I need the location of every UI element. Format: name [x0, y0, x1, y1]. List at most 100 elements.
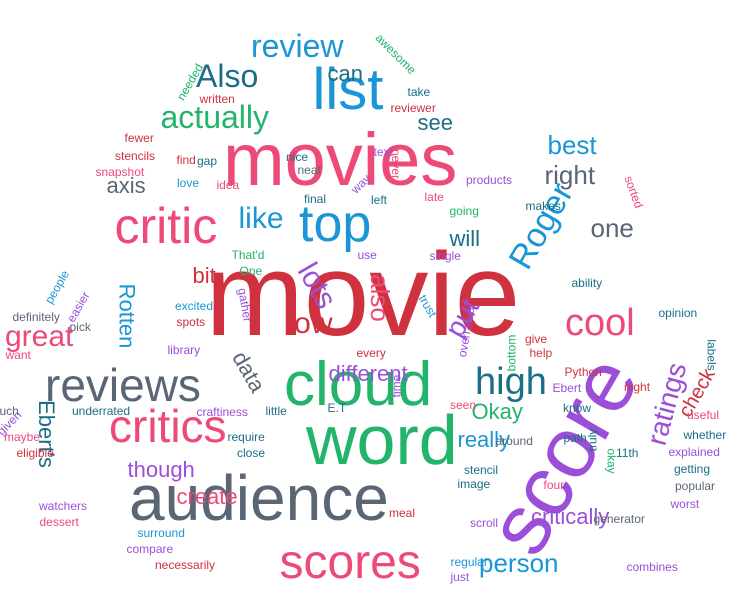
- word-whether: whether: [683, 428, 727, 442]
- word-path: path: [563, 431, 587, 445]
- word-compare: compare: [126, 542, 174, 556]
- word-take: take: [407, 85, 431, 99]
- word-combines: combines: [626, 560, 678, 574]
- word-night: night: [624, 380, 651, 394]
- word-little: little: [265, 404, 287, 418]
- word-high: high: [475, 361, 547, 403]
- word-getting: getting: [674, 462, 711, 476]
- word-maybe: maybe: [4, 430, 41, 444]
- word-e-t: E.T: [327, 401, 347, 415]
- word-know: know: [563, 401, 592, 415]
- word-never: never: [389, 148, 404, 180]
- word-great: great: [5, 320, 74, 353]
- word-review: review: [251, 28, 344, 64]
- word-nice: nice: [286, 150, 309, 164]
- word-definitely: definitely: [12, 310, 60, 324]
- word-right: right: [544, 160, 596, 190]
- word-stencil: stencil: [464, 463, 499, 477]
- word-find: find: [176, 153, 196, 167]
- word-left: left: [371, 193, 388, 207]
- word-person: person: [479, 548, 559, 578]
- word-idea: idea: [216, 178, 240, 192]
- word-list: list: [312, 57, 384, 122]
- word-python: Python: [564, 365, 602, 379]
- word-four: four: [543, 478, 565, 492]
- word-cool: cool: [565, 302, 635, 344]
- word-text: text: [373, 145, 393, 159]
- word-watchers: watchers: [39, 499, 88, 513]
- word-every: every: [356, 346, 386, 360]
- word-eligible: eligible: [16, 446, 54, 460]
- word-help: help: [529, 346, 553, 360]
- word-makes: makes: [525, 199, 561, 213]
- word-around: around: [495, 434, 533, 448]
- word-really: really: [457, 427, 511, 452]
- word-products: products: [466, 173, 513, 187]
- word-explained: explained: [668, 445, 720, 459]
- word-reviewer: reviewer: [390, 101, 436, 115]
- word-time: time: [388, 374, 403, 398]
- word-regular: regular: [450, 555, 488, 569]
- word-people: people: [41, 267, 73, 307]
- word-uch: uch: [0, 404, 19, 418]
- word-11th: 11th: [616, 446, 639, 460]
- word-sorted: sorted: [620, 173, 646, 211]
- word-underrated: underrated: [72, 404, 131, 418]
- word-ability: ability: [571, 276, 603, 290]
- word-final: final: [304, 192, 327, 206]
- word-seen: seen: [450, 398, 477, 412]
- word-worst: worst: [670, 497, 700, 511]
- word-truly: truly: [584, 428, 599, 452]
- word-meal: meal: [389, 506, 416, 520]
- word-useful: useful: [687, 408, 720, 422]
- word-necessarily: necessarily: [155, 558, 216, 572]
- word-opinion: opinion: [658, 306, 698, 320]
- word-different: different: [328, 361, 408, 386]
- word-neat: neat: [297, 163, 321, 177]
- word-excited: excited: [175, 299, 214, 313]
- word-okay: Okay: [471, 399, 523, 424]
- word-want: want: [5, 348, 31, 362]
- word-going: going: [449, 204, 479, 218]
- word-like: like: [238, 202, 284, 235]
- word-scores: scores: [279, 536, 421, 589]
- word-okay: okay: [604, 448, 619, 474]
- word-close: close: [237, 446, 266, 460]
- word-written: written: [199, 92, 235, 106]
- word-rotten: Rotten: [113, 283, 139, 349]
- word-bit: bit: [192, 263, 216, 288]
- word-image: image: [457, 477, 491, 491]
- word-generator: generator: [593, 512, 645, 526]
- word-critics: critics: [109, 400, 227, 452]
- word-word: word: [306, 401, 458, 479]
- word-late: late: [424, 190, 444, 204]
- word-critically: critically: [531, 504, 610, 529]
- word-best: best: [547, 130, 597, 160]
- word-craftiness: craftiness: [196, 405, 248, 419]
- word-top: top: [299, 195, 372, 253]
- word-also: also: [364, 274, 395, 322]
- word-roger: Roger: [501, 176, 581, 276]
- word-snapshot: snapshot: [95, 165, 145, 179]
- word-create: create: [176, 484, 238, 509]
- word-spots: spots: [176, 315, 206, 329]
- word-single: single: [429, 249, 461, 263]
- word-gap: gap: [197, 154, 218, 168]
- word-love: love: [177, 176, 200, 190]
- word-one: One: [239, 264, 263, 278]
- word-audience: audience: [129, 462, 389, 534]
- word-low: low: [287, 307, 333, 340]
- word-will: will: [449, 226, 481, 251]
- word-though: though: [127, 457, 195, 482]
- word-popular: popular: [675, 479, 716, 493]
- word-also: Also: [196, 58, 259, 94]
- word-reviews: reviews: [45, 359, 201, 411]
- word-see: see: [417, 110, 453, 135]
- word-axis: axis: [106, 173, 146, 198]
- word-one: one: [590, 213, 634, 243]
- word-movie: movie: [205, 229, 521, 361]
- word-ebert: Ebert: [552, 381, 582, 395]
- word-surround: surround: [137, 526, 185, 540]
- word-give: give: [525, 332, 548, 346]
